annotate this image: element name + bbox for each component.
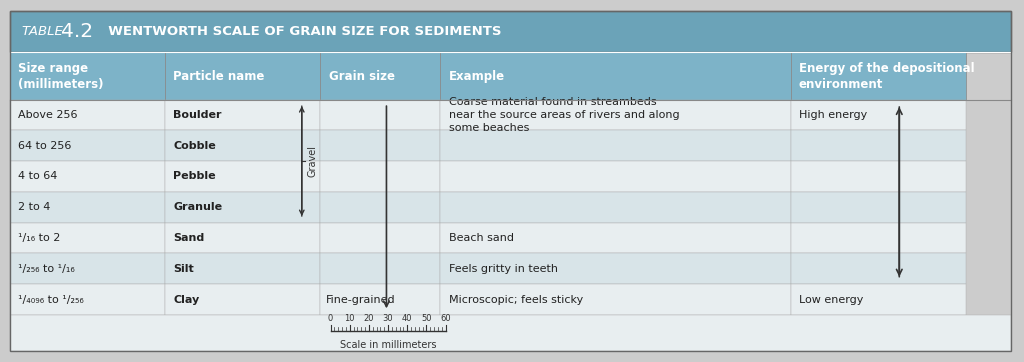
Text: 2 to 4: 2 to 4 (18, 202, 51, 212)
Text: Energy of the depositional
environment: Energy of the depositional environment (799, 62, 975, 90)
Text: Scale in millimeters: Scale in millimeters (340, 340, 436, 350)
Text: Low energy: Low energy (799, 295, 863, 304)
Text: ¹/₂₅₆ to ¹/₁₆: ¹/₂₅₆ to ¹/₁₆ (18, 264, 75, 274)
Text: 4 to 64: 4 to 64 (18, 172, 57, 181)
Text: Beach sand: Beach sand (449, 233, 514, 243)
FancyBboxPatch shape (10, 192, 165, 223)
Text: Fine-grained: Fine-grained (326, 295, 395, 304)
Text: ¹/₄₀₉₆ to ¹/₂₅₆: ¹/₄₀₉₆ to ¹/₂₅₆ (18, 295, 84, 304)
Text: Microscopic; feels sticky: Microscopic; feels sticky (449, 295, 583, 304)
FancyBboxPatch shape (10, 284, 165, 315)
FancyBboxPatch shape (165, 130, 321, 161)
Text: Boulder: Boulder (173, 110, 222, 120)
FancyBboxPatch shape (321, 52, 440, 100)
Text: Gravel: Gravel (308, 145, 317, 177)
Text: Granule: Granule (173, 202, 222, 212)
FancyBboxPatch shape (440, 52, 791, 100)
FancyBboxPatch shape (321, 253, 440, 284)
FancyBboxPatch shape (165, 52, 321, 100)
FancyBboxPatch shape (791, 253, 966, 284)
FancyBboxPatch shape (321, 284, 440, 315)
FancyBboxPatch shape (165, 161, 321, 192)
Text: Coarse material found in streambeds
near the source areas of rivers and along
so: Coarse material found in streambeds near… (449, 97, 679, 133)
FancyBboxPatch shape (440, 100, 791, 130)
FancyBboxPatch shape (440, 192, 791, 223)
FancyBboxPatch shape (321, 130, 440, 161)
Text: ¹/₁₆ to 2: ¹/₁₆ to 2 (18, 233, 60, 243)
Text: 10: 10 (344, 314, 355, 323)
Text: 40: 40 (402, 314, 413, 323)
FancyBboxPatch shape (165, 253, 321, 284)
FancyBboxPatch shape (165, 284, 321, 315)
Text: 20: 20 (364, 314, 374, 323)
Text: 64 to 256: 64 to 256 (18, 141, 72, 151)
FancyBboxPatch shape (791, 284, 966, 315)
FancyBboxPatch shape (10, 11, 1011, 52)
FancyBboxPatch shape (10, 52, 165, 100)
FancyBboxPatch shape (791, 52, 966, 100)
Text: 4.2: 4.2 (61, 22, 93, 41)
Text: Pebble: Pebble (173, 172, 216, 181)
FancyBboxPatch shape (440, 223, 791, 253)
Text: Example: Example (449, 70, 505, 83)
FancyBboxPatch shape (321, 223, 440, 253)
FancyBboxPatch shape (165, 223, 321, 253)
FancyBboxPatch shape (440, 284, 791, 315)
Text: 50: 50 (421, 314, 432, 323)
FancyBboxPatch shape (440, 130, 791, 161)
FancyBboxPatch shape (321, 192, 440, 223)
Text: Size range
(millimeters): Size range (millimeters) (18, 62, 103, 90)
Text: Cobble: Cobble (173, 141, 216, 151)
Text: Sand: Sand (173, 233, 205, 243)
FancyBboxPatch shape (791, 130, 966, 161)
FancyBboxPatch shape (791, 223, 966, 253)
FancyBboxPatch shape (791, 100, 966, 130)
Text: 0: 0 (328, 314, 333, 323)
FancyBboxPatch shape (321, 100, 440, 130)
Text: Feels gritty in teeth: Feels gritty in teeth (449, 264, 558, 274)
FancyBboxPatch shape (10, 100, 165, 130)
Text: Grain size: Grain size (329, 70, 394, 83)
Text: 60: 60 (440, 314, 451, 323)
Text: TABLE: TABLE (23, 25, 68, 38)
Text: Particle name: Particle name (173, 70, 265, 83)
FancyBboxPatch shape (10, 253, 165, 284)
FancyBboxPatch shape (791, 192, 966, 223)
FancyBboxPatch shape (165, 100, 321, 130)
Text: Clay: Clay (173, 295, 200, 304)
Text: Silt: Silt (173, 264, 195, 274)
FancyBboxPatch shape (10, 130, 165, 161)
FancyBboxPatch shape (10, 315, 1011, 351)
Text: 30: 30 (383, 314, 393, 323)
Text: Above 256: Above 256 (18, 110, 78, 120)
Text: WENTWORTH SCALE OF GRAIN SIZE FOR SEDIMENTS: WENTWORTH SCALE OF GRAIN SIZE FOR SEDIME… (99, 25, 502, 38)
Text: High energy: High energy (799, 110, 867, 120)
FancyBboxPatch shape (321, 161, 440, 192)
FancyBboxPatch shape (440, 253, 791, 284)
FancyBboxPatch shape (10, 161, 165, 192)
FancyBboxPatch shape (440, 161, 791, 192)
FancyBboxPatch shape (10, 223, 165, 253)
FancyBboxPatch shape (791, 161, 966, 192)
FancyBboxPatch shape (165, 192, 321, 223)
